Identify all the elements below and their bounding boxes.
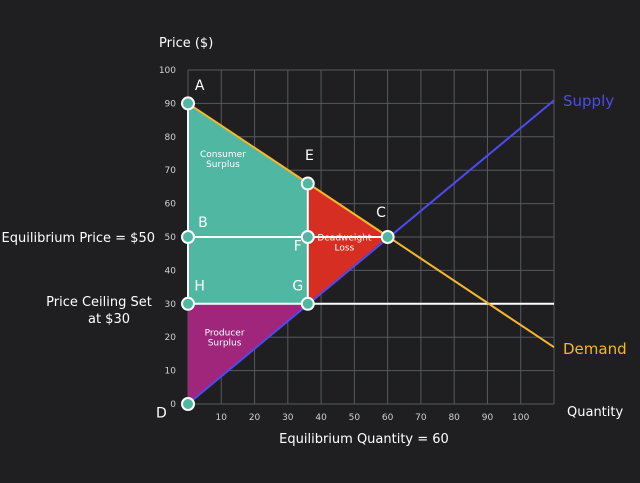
y-tick-label: 50 [165, 233, 177, 243]
point-c-marker [380, 230, 395, 244]
point-g-label: G [292, 278, 303, 294]
x-tick-label: 30 [282, 413, 294, 423]
x-axis-title: Quantity [567, 405, 623, 420]
y-tick-label: 100 [159, 66, 176, 76]
y-tick-label: 40 [165, 266, 177, 276]
point-c-label: C [376, 205, 386, 221]
consumer-surplus-region [188, 103, 308, 304]
y-tick-label: 10 [165, 367, 177, 377]
point-a-label: A [195, 78, 205, 94]
x-tick-label: 80 [448, 413, 460, 423]
point-b-marker [181, 230, 195, 244]
y-tick-label: 80 [165, 133, 177, 143]
point-b-label: B [198, 215, 208, 231]
price-ceiling-label: Price Ceiling Set at $30 [46, 295, 156, 327]
x-tick-label: 90 [482, 413, 494, 423]
y-axis-title: Price ($) [159, 36, 213, 51]
producer-surplus-label: Producer Surplus [205, 329, 245, 349]
point-d-marker [181, 397, 195, 411]
y-tick-label: 60 [165, 200, 177, 210]
point-a-marker [181, 96, 195, 111]
point-e-marker [300, 176, 315, 191]
x-tick-label: 60 [382, 413, 394, 423]
y-tick-label: 30 [165, 300, 177, 310]
demand-label: Demand [563, 340, 627, 358]
deadweight-loss-region [307, 183, 388, 304]
y-tick-label: 0 [170, 400, 176, 410]
y-tick-label: 70 [165, 166, 177, 176]
point-h-marker [181, 296, 195, 311]
supply-label: Supply [563, 92, 614, 110]
point-e-label: E [305, 148, 314, 164]
point-g-marker [300, 296, 315, 311]
y-tick-label: 20 [165, 333, 177, 343]
x-tick-label: 70 [415, 413, 427, 423]
point-d-label: D [156, 405, 167, 421]
equilibrium-quantity-label: Equilibrium Quantity = 60 [279, 432, 449, 447]
x-tick-label: 10 [216, 413, 228, 423]
demand-line [187, 102, 555, 349]
x-tick-label: 40 [315, 413, 327, 423]
point-f-marker [300, 230, 315, 244]
supply-line [187, 99, 555, 405]
x-tick-label: 20 [249, 413, 261, 423]
consumer-surplus-label: Consumer Surplus [200, 150, 246, 170]
point-f-label: F [294, 238, 302, 254]
equilibrium-price-label: Equilibrium Price = $50 [2, 231, 155, 246]
point-h-label: H [194, 278, 205, 294]
y-tick-label: 90 [165, 99, 177, 109]
x-tick-label: 50 [349, 413, 361, 423]
x-tick-label: 100 [512, 413, 529, 423]
deadweight-loss-label: Deadweight Loss [317, 233, 372, 253]
